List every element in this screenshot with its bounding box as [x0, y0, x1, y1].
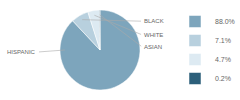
svg-text:88.0%: 88.0%: [215, 18, 235, 25]
svg-text:WHITE: WHITE: [144, 32, 163, 38]
svg-text:BLACK: BLACK: [144, 18, 164, 24]
svg-text:7.1%: 7.1%: [215, 37, 231, 44]
svg-text:ASIAN: ASIAN: [144, 44, 162, 50]
svg-text:0.2%: 0.2%: [215, 75, 231, 82]
svg-text:HISPANIC: HISPANIC: [7, 49, 36, 55]
svg-text:4.7%: 4.7%: [215, 56, 231, 63]
